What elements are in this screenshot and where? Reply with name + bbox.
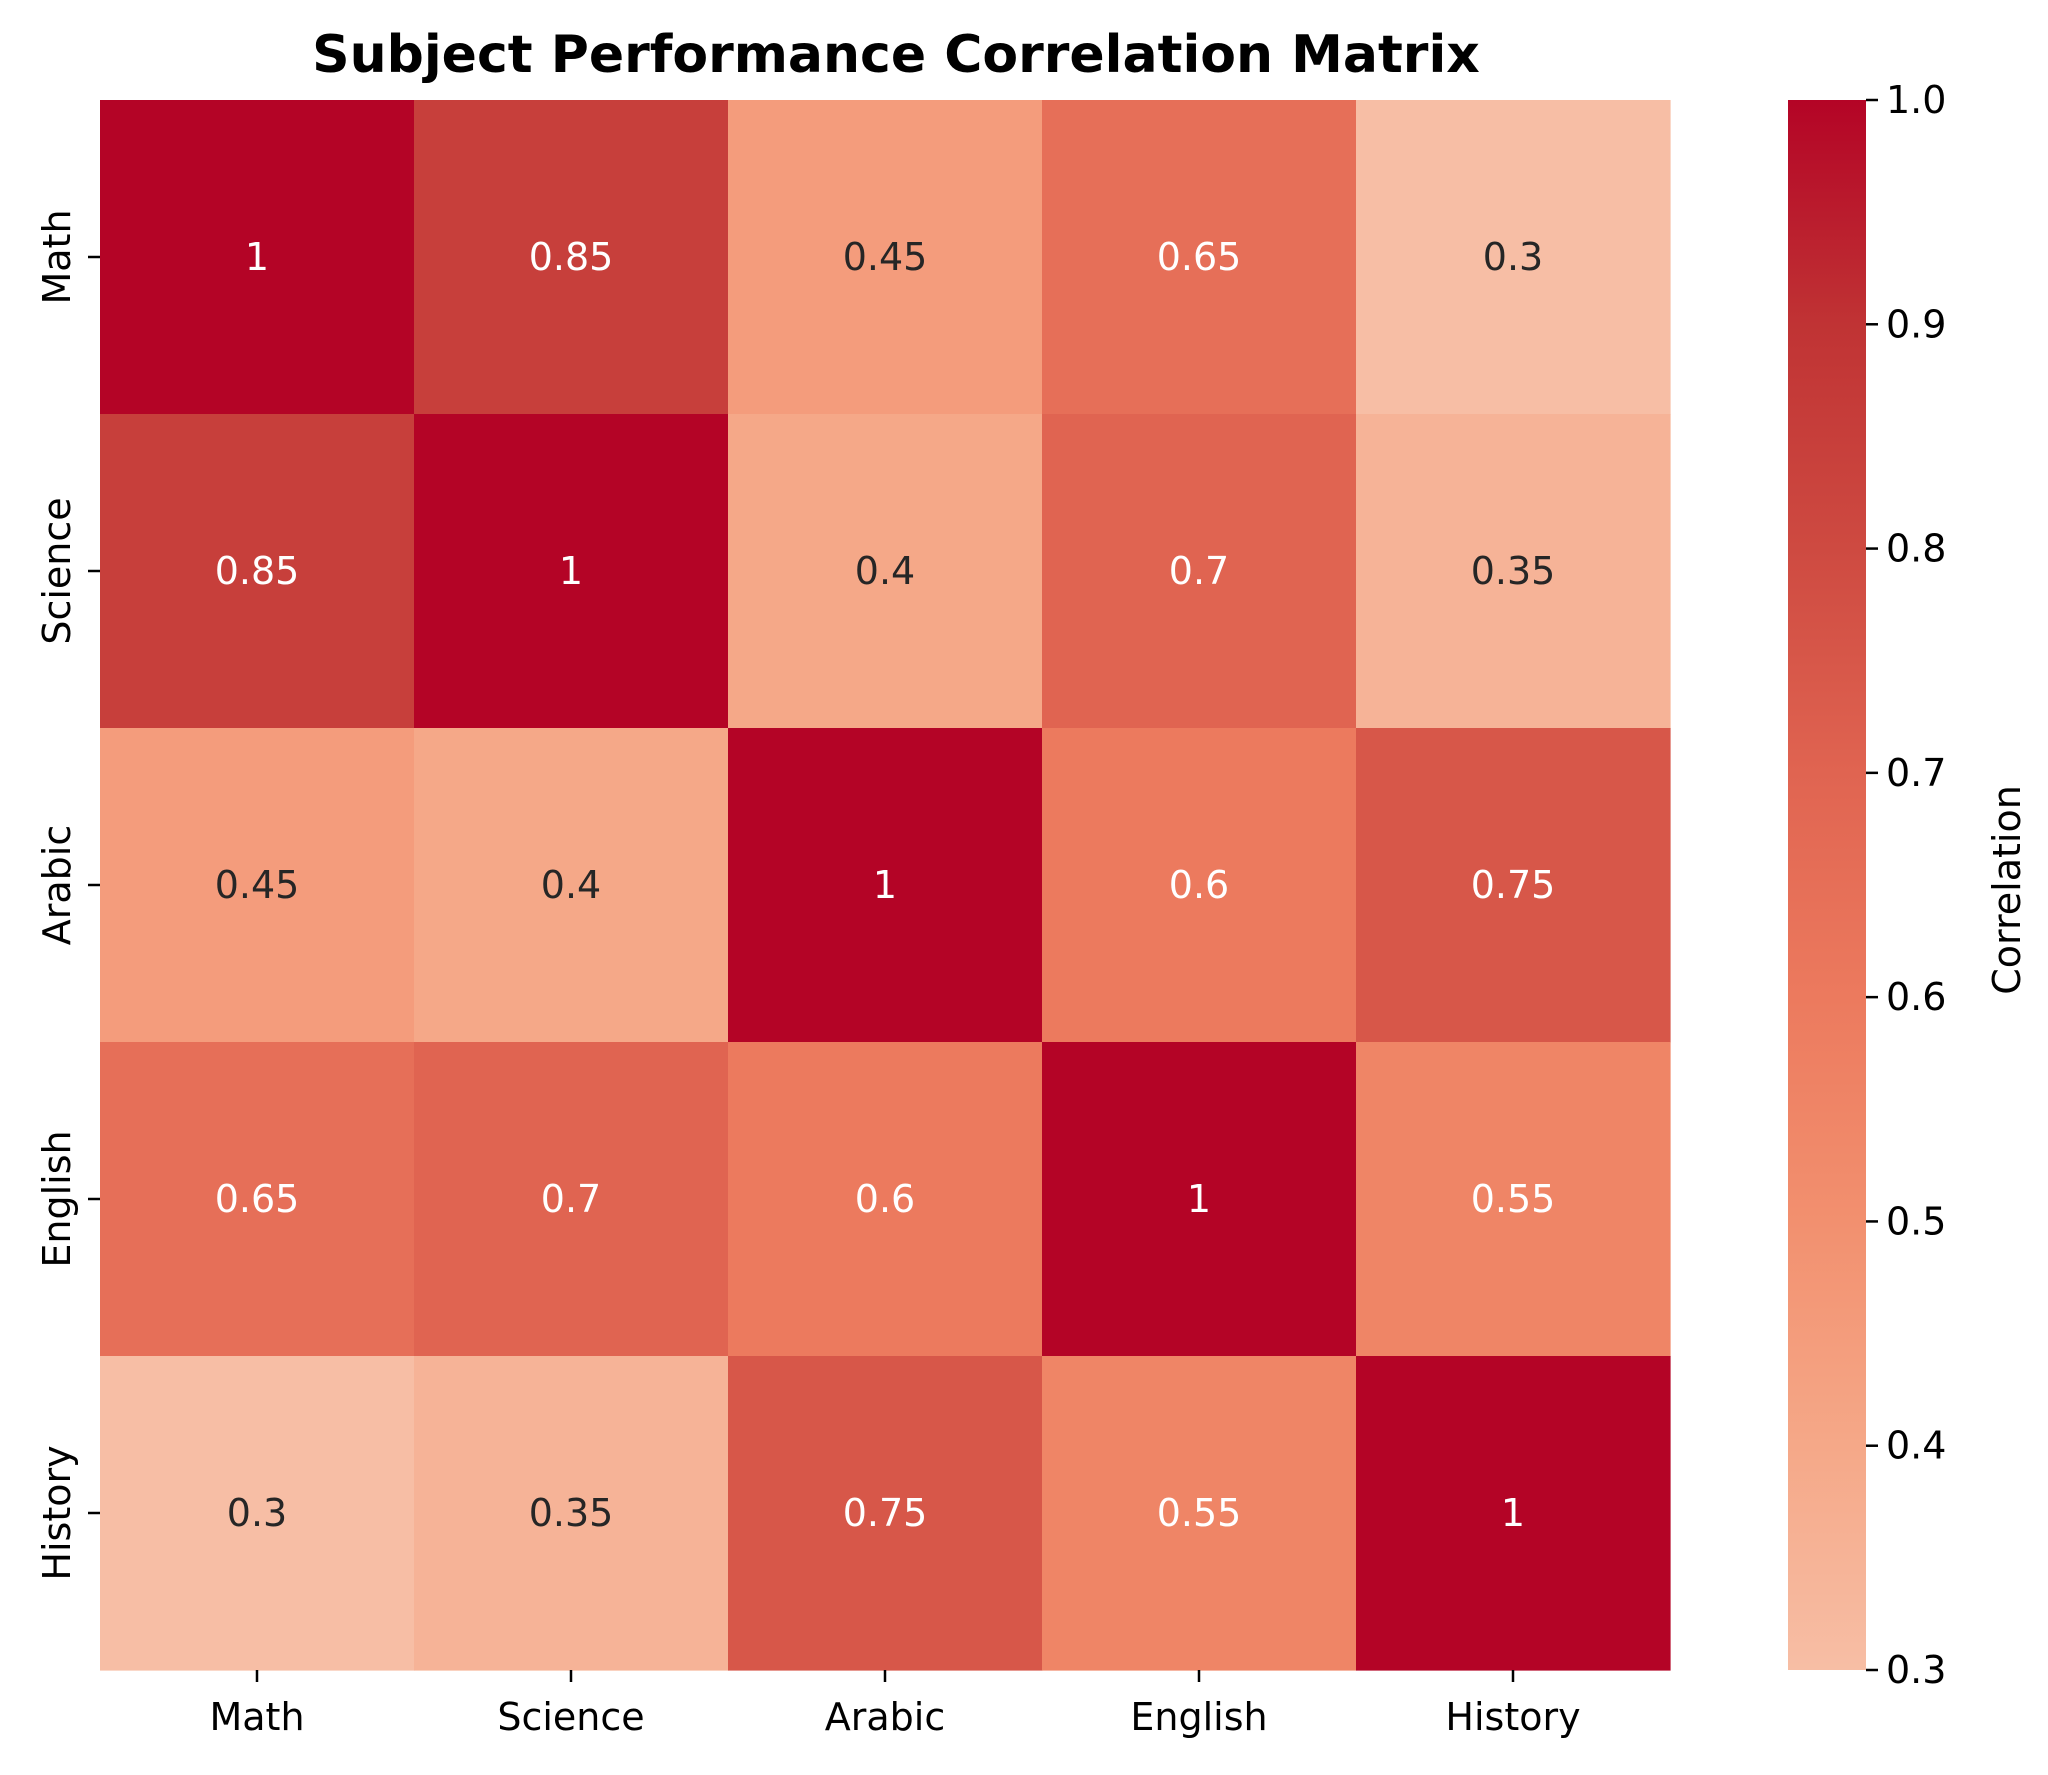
heatmap-cell-history-english (1042, 1356, 1357, 1671)
cell-value-label: 1 (873, 863, 897, 907)
heatmap-cell-arabic-arabic (728, 728, 1043, 1043)
cell-value-label: 0.75 (843, 1491, 928, 1535)
y-tick-label-math: Math (35, 209, 79, 304)
x-tick-label-arabic: Arabic (825, 1695, 945, 1739)
cell-value-label: 0.45 (215, 863, 300, 907)
cell-value-labels: 1 0.85 0.45 0.65 0.3 0.85 1 0.4 0.7 0.35 0.45 0.4 1 0… (215, 235, 1556, 1535)
cell-value-label: 0.7 (541, 1177, 601, 1221)
colorbar-tick-label: 0.7 (1886, 751, 1946, 795)
colorbar-tick-label: 0.3 (1886, 1648, 1946, 1692)
x-tick-label-science: Science (497, 1695, 644, 1739)
heatmap-cell-arabic-math (100, 728, 415, 1043)
heatmap-cell-science-arabic (728, 414, 1043, 729)
cell-value-label: 1 (1501, 1491, 1525, 1535)
heatmap-cell-arabic-science (414, 728, 729, 1043)
heatmap-cell-math-science (414, 100, 729, 415)
cell-value-label: 0.6 (855, 1177, 915, 1221)
heatmap-cell-science-history (1356, 414, 1671, 729)
heatmap-cell-history-math (100, 1356, 415, 1671)
colorbar-tick-label: 0.4 (1886, 1424, 1946, 1468)
cell-value-label: 0.55 (1157, 1491, 1242, 1535)
cell-value-label: 0.65 (1157, 235, 1242, 279)
colorbar-tick-label: 0.5 (1886, 1199, 1946, 1243)
heatmap-cell-arabic-english (1042, 728, 1357, 1043)
heatmap-cell-history-history (1356, 1356, 1671, 1671)
colorbar-label: Correlation (1985, 785, 2029, 995)
cell-value-label: 0.4 (855, 549, 915, 593)
colorbar-tick-label: 0.6 (1886, 975, 1946, 1019)
y-axis: Math Science Arabic English History (35, 209, 100, 1581)
heatmap-cell-english-english (1042, 1042, 1357, 1357)
cell-value-label: 1 (245, 235, 269, 279)
heatmap-cell-english-arabic (728, 1042, 1043, 1357)
heatmap-cell-math-english (1042, 100, 1357, 415)
y-tick-label-history: History (35, 1445, 79, 1580)
heatmap-cell-history-science (414, 1356, 729, 1671)
colorbar: 0.3 0.4 0.5 0.6 0.7 0.8 0.9 1.0 (1788, 78, 1946, 1692)
x-tick-label-math: Math (209, 1695, 304, 1739)
cell-value-label: 0.4 (541, 863, 601, 907)
cell-value-label: 0.3 (1483, 235, 1543, 279)
heatmap-cell-english-science (414, 1042, 729, 1357)
y-tick-label-arabic: Arabic (35, 825, 79, 945)
cell-value-label: 0.55 (1471, 1177, 1556, 1221)
y-tick-label-science: Science (35, 497, 79, 644)
chart-title: Subject Performance Correlation Matrix (312, 25, 1480, 85)
heatmap-cell-math-history (1356, 100, 1671, 415)
cell-value-label: 0.7 (1169, 549, 1229, 593)
x-tick-label-history: History (1445, 1695, 1580, 1739)
cell-value-label: 1 (1187, 1177, 1211, 1221)
cell-value-label: 0.75 (1471, 863, 1556, 907)
cell-value-label: 0.35 (529, 1491, 614, 1535)
cell-value-label: 0.6 (1169, 863, 1229, 907)
heatmap-cell-science-math (100, 414, 415, 729)
heatmap-cell-math-math (100, 100, 415, 415)
heatmap-cell-english-math (100, 1042, 415, 1357)
colorbar-gradient (1788, 100, 1866, 1670)
x-axis: Math Science Arabic English History (209, 1670, 1581, 1739)
colorbar-tick-label: 0.9 (1886, 302, 1946, 346)
heatmap-cell-science-science (414, 414, 729, 729)
cell-value-label: 0.45 (843, 235, 928, 279)
cell-value-label: 0.3 (227, 1491, 287, 1535)
heatmap-cell-arabic-history (1356, 728, 1671, 1043)
cell-value-label: 0.65 (215, 1177, 300, 1221)
heatmap-cells (100, 100, 1671, 1671)
y-tick-label-english: English (35, 1130, 79, 1267)
cell-value-label: 1 (559, 549, 583, 593)
colorbar-tick-label: 0.8 (1886, 527, 1946, 571)
heatmap-cell-history-arabic (728, 1356, 1043, 1671)
cell-value-label: 0.35 (1471, 549, 1556, 593)
colorbar-tick-label: 1.0 (1886, 78, 1946, 122)
cell-value-label: 0.85 (215, 549, 300, 593)
heatmap-cell-english-history (1356, 1042, 1671, 1357)
heatmap-cell-science-english (1042, 414, 1357, 729)
x-tick-label-english: English (1130, 1695, 1267, 1739)
heatmap-cell-math-arabic (728, 100, 1043, 415)
cell-value-label: 0.85 (529, 235, 614, 279)
